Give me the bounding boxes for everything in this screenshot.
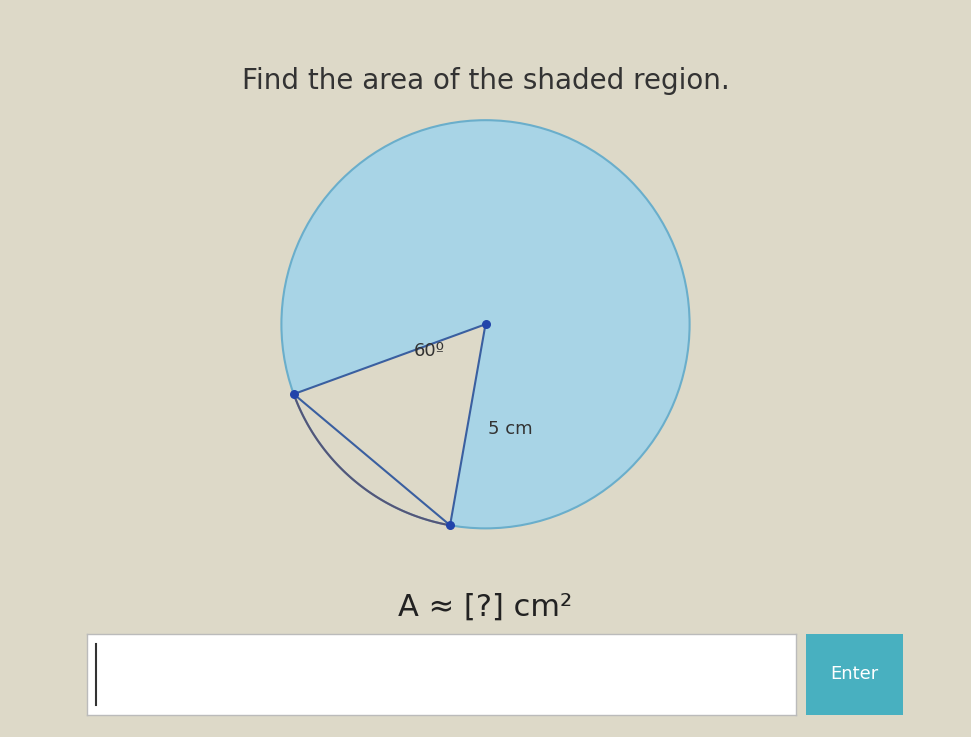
Text: 60º: 60º xyxy=(414,342,445,360)
Text: Enter: Enter xyxy=(830,666,879,683)
Text: 5 cm: 5 cm xyxy=(488,420,533,438)
Text: Enter a decimal rounded to the nearest tenth.: Enter a decimal rounded to the nearest t… xyxy=(246,646,725,666)
Text: A ≈ [?] cm²: A ≈ [?] cm² xyxy=(398,593,573,622)
Text: Find the area of the shaded region.: Find the area of the shaded region. xyxy=(242,67,729,95)
Point xyxy=(285,388,301,400)
Wedge shape xyxy=(293,324,486,525)
Point xyxy=(478,318,493,330)
Point xyxy=(443,520,458,531)
Circle shape xyxy=(282,120,689,528)
